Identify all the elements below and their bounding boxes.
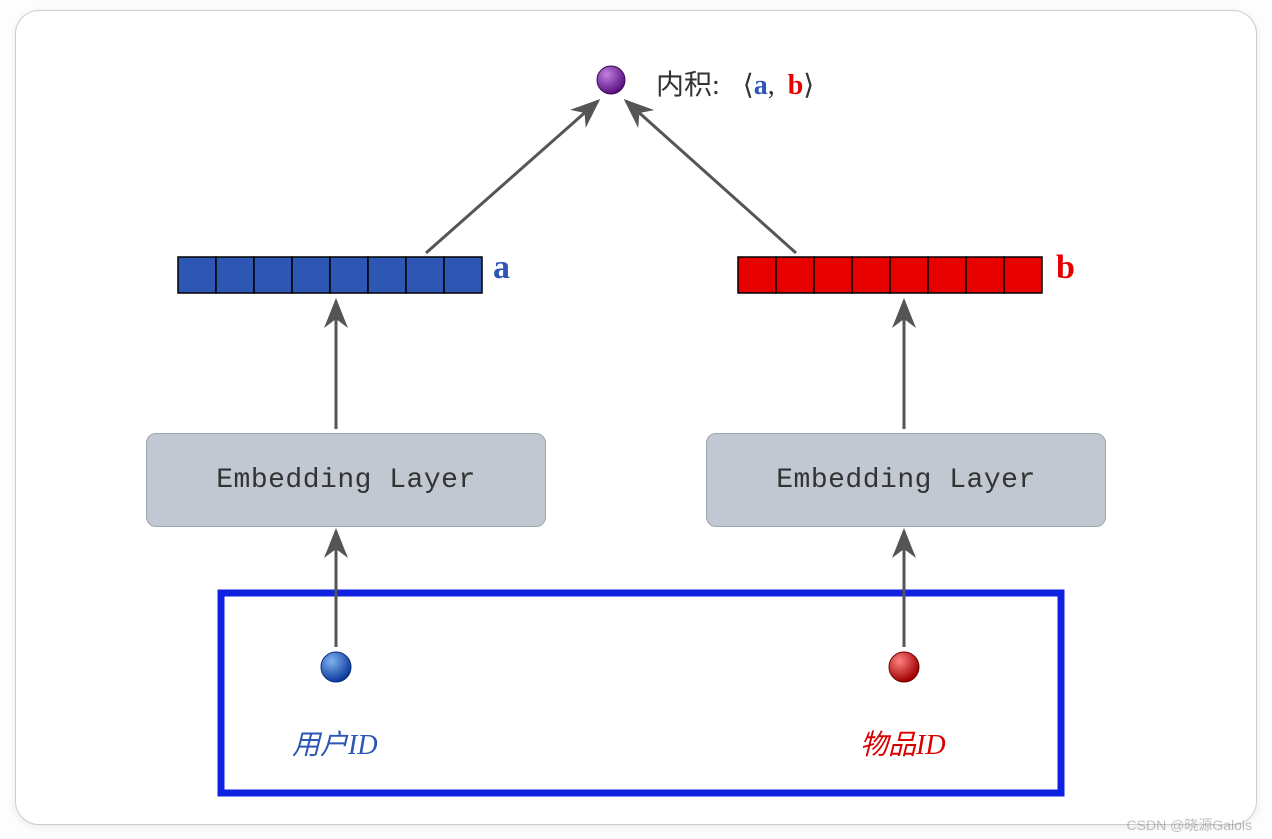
inner-product-node: [597, 66, 625, 94]
item-id-label: 物品ID: [860, 723, 946, 763]
diagram-svg: [16, 11, 1258, 826]
item-id-node: [889, 652, 919, 682]
inner-product-comma: ,: [768, 70, 775, 101]
vector-a: [178, 257, 482, 293]
vector-a-label: a: [493, 249, 510, 287]
inner-product-b: b: [788, 70, 804, 101]
inner-product-label: 内积: ⟨a, b⟩: [656, 63, 814, 103]
vector-b-label: b: [1056, 249, 1075, 287]
angle-left: ⟨: [743, 70, 754, 101]
embedding-layer-left-text: Embedding Layer: [216, 465, 476, 496]
embedding-layer-right-text: Embedding Layer: [776, 465, 1036, 496]
user-id-label: 用户ID: [292, 723, 378, 763]
inner-product-a: a: [754, 70, 768, 101]
diagram-card: 内积: ⟨a, b⟩ a b Embedding Layer Embedding…: [15, 10, 1257, 825]
inner-product-prefix: 内积:: [656, 70, 720, 101]
arrows-group: [336, 101, 904, 647]
embedding-layer-right: Embedding Layer: [706, 433, 1106, 527]
embedding-layer-left: Embedding Layer: [146, 433, 546, 527]
input-box: [221, 593, 1061, 793]
vector-b: [738, 257, 1042, 293]
user-id-node: [321, 652, 351, 682]
watermark: CSDN @晓源Galois: [1127, 815, 1252, 835]
angle-right: ⟩: [803, 70, 814, 101]
